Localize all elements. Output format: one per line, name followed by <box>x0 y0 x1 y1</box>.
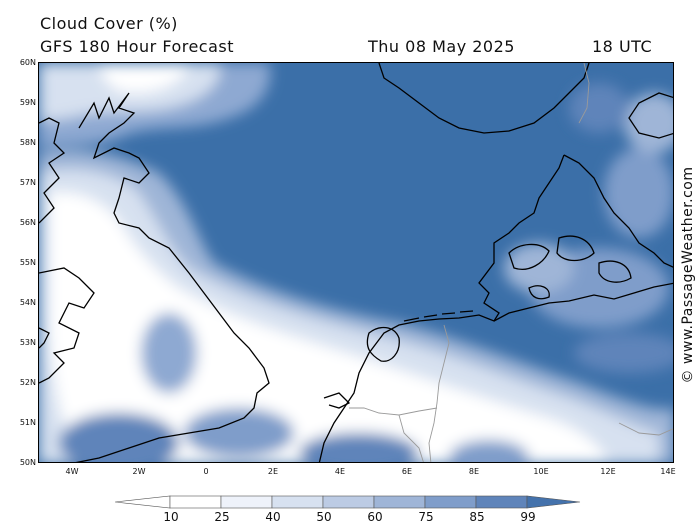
legend-tick: 85 <box>469 510 485 524</box>
legend-tick: 75 <box>418 510 434 524</box>
lon-label: 10E <box>533 467 549 476</box>
lon-label: 4W <box>65 467 79 476</box>
lon-label: 8E <box>468 467 480 476</box>
legend-tick: 50 <box>316 510 332 524</box>
forecast-time: 18 UTC <box>592 37 653 56</box>
lon-label: 2E <box>267 467 279 476</box>
lat-label: 59N <box>19 98 36 107</box>
cloud-cover-map <box>38 62 674 463</box>
coastline <box>39 63 673 462</box>
lat-label: 60N <box>19 58 36 67</box>
lat-label: 52N <box>19 378 36 387</box>
map-canvas <box>39 63 673 462</box>
lat-label: 53N <box>19 338 36 347</box>
color-scale <box>115 495 581 509</box>
lon-label: 12E <box>600 467 616 476</box>
legend-tick: 25 <box>214 510 230 524</box>
passageweather-credit: © www.PassageWeather.com <box>680 150 696 400</box>
legend-tick: 60 <box>367 510 383 524</box>
country-borders <box>349 63 673 462</box>
cloud-field <box>39 63 673 462</box>
lat-label: 51N <box>19 418 36 427</box>
legend-tick: 10 <box>163 510 179 524</box>
forecast-date: Thu 08 May 2025 <box>368 37 515 56</box>
legend-tick: 99 <box>520 510 536 524</box>
lat-label: 54N <box>19 298 36 307</box>
lat-label: 58N <box>19 138 36 147</box>
lon-label: 2W <box>132 467 146 476</box>
map-subtitle: GFS 180 Hour Forecast <box>40 37 235 56</box>
map-title: Cloud Cover (%) <box>40 14 178 33</box>
lon-label: 14E <box>660 467 676 476</box>
lon-label: 0 <box>203 467 209 476</box>
legend-tick: 40 <box>265 510 281 524</box>
lon-label: 4E <box>334 467 346 476</box>
lat-label: 55N <box>19 258 36 267</box>
lat-label: 50N <box>19 458 36 467</box>
credit-text: © www.PassageWeather.com <box>680 166 696 384</box>
lon-label: 6E <box>401 467 413 476</box>
lat-label: 56N <box>19 218 36 227</box>
lat-label: 57N <box>19 178 36 187</box>
